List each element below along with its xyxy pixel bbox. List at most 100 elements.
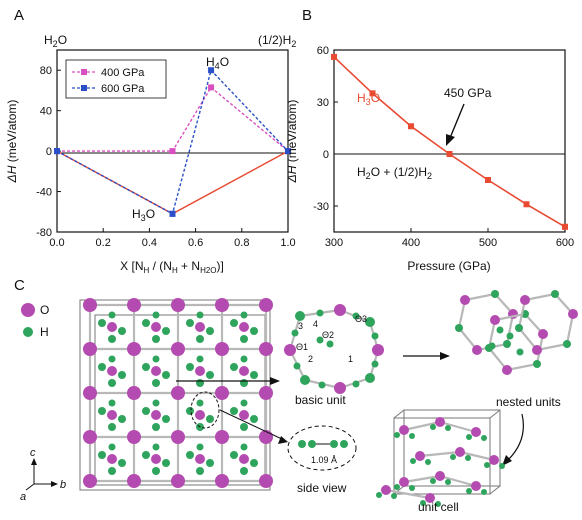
- o-atom: [83, 430, 97, 444]
- o-atom: [259, 474, 273, 488]
- chart-b-point: [562, 223, 568, 230]
- svg-text:Θ2: Θ2: [322, 330, 334, 340]
- chart-a-point: [54, 148, 60, 155]
- o-atom: [171, 386, 185, 400]
- o-atom: [107, 322, 117, 332]
- chart-b-point: [523, 201, 530, 208]
- chart-a-frame: [56, 49, 289, 233]
- chart-b-ytick-label: 30: [317, 97, 329, 109]
- legend-600-label: 600 GPa: [101, 83, 145, 95]
- arrow-to-unit-cell: [507, 413, 524, 461]
- svg-text:Θ3: Θ3: [355, 314, 367, 324]
- h-atom-legend-marker: [23, 327, 33, 337]
- o-atom: [239, 410, 249, 420]
- chart-b-ytick-label: 0: [323, 149, 329, 161]
- chart-a-h4o-label: H4O: [206, 55, 229, 71]
- svg-text:1: 1: [348, 354, 353, 364]
- o-atom: [107, 410, 117, 420]
- o-atom: [127, 474, 141, 488]
- o-atom: [127, 298, 141, 312]
- chart-a-ytick-label: 80: [40, 65, 52, 77]
- o-atom-legend-label: O: [40, 303, 49, 317]
- o-atom: [259, 386, 273, 400]
- o-atom: [107, 454, 117, 464]
- o-atom: [171, 474, 185, 488]
- chart-b-xtick-label: 600: [556, 237, 574, 249]
- chart-b-series-label: H3O: [357, 91, 380, 107]
- o-atom: [171, 430, 185, 444]
- o-atom: [215, 298, 229, 312]
- basic-unit-caption: basic unit: [295, 393, 346, 407]
- o-atom: [151, 454, 161, 464]
- chart-a-ylabel: ΔH (meV/atom): [5, 100, 19, 184]
- chart-a-xtick-label: 0.2: [96, 237, 111, 249]
- chart-a-h3o-label: H3O: [132, 207, 155, 223]
- legend-600-marker: [81, 85, 87, 91]
- side-view-caption: side view: [297, 481, 347, 495]
- nested-units-structure: [455, 290, 578, 375]
- o-atom: [215, 386, 229, 400]
- chart-a-legend: 400 GPa 600 GPa: [65, 59, 167, 99]
- chart-b-xtick-label: 400: [402, 237, 420, 249]
- panel-b-label: B: [302, 7, 312, 24]
- chart-b-ytick-label: -30: [313, 201, 329, 213]
- side-view-pointer: [219, 409, 285, 441]
- o-atom-legend-marker: [21, 303, 35, 317]
- chart-a-xlabel: X [NH / (NH + NH2O)]: [120, 259, 224, 275]
- panel-c-label: C: [14, 277, 25, 294]
- o-atom: [259, 298, 273, 312]
- o-atom: [83, 298, 97, 312]
- svg-text:3: 3: [298, 321, 303, 331]
- chart-b-point: [485, 177, 491, 183]
- o-atom: [195, 322, 205, 332]
- o-atom: [171, 298, 185, 312]
- unit-cell-structure: [376, 409, 505, 507]
- svg-text:4: 4: [313, 319, 318, 329]
- chart-a-corner-left: H2O: [44, 33, 67, 49]
- chart-b-xtick-label: 500: [479, 237, 497, 249]
- o-atom: [83, 474, 97, 488]
- o-atom: [215, 342, 229, 356]
- chart-a-ytick-label: -80: [36, 227, 52, 239]
- unit-cell-caption: unit cell: [418, 500, 459, 514]
- chart-b-transition-arrow: [449, 103, 465, 139]
- chart-b-frame: [333, 49, 566, 233]
- chart-a-series: [54, 67, 291, 217]
- o-atom: [83, 386, 97, 400]
- chart-a-series-line: [56, 150, 289, 215]
- side-view-circle: [287, 425, 357, 471]
- o-atom: [215, 430, 229, 444]
- nested-units-caption: nested units: [496, 395, 561, 409]
- basic-unit-atom: [334, 382, 346, 394]
- o-atom: [171, 342, 185, 356]
- legend-400-marker: [81, 69, 87, 75]
- chart-b-xlabel: Pressure (GPa): [407, 259, 490, 273]
- o-atom: [151, 366, 161, 376]
- chart-a-ytick-label: -40: [36, 187, 52, 199]
- basic-unit-atom: [300, 375, 310, 385]
- chart-a-point: [169, 210, 176, 217]
- chart-a-xtick-label: 1.0: [280, 237, 295, 249]
- axis-c-label: c: [30, 447, 36, 459]
- chart-a-xtick-label: 0.4: [142, 237, 157, 249]
- o-atom: [239, 454, 249, 464]
- chart-b-arrowhead: [446, 134, 455, 146]
- chart-a-xtick-label: 0.8: [234, 237, 249, 249]
- o-atom: [215, 474, 229, 488]
- chart-a: 0.0 0.2 0.4 0.6 0.8 1.0 -80 -40 0 40 80 H2O (1/2)H…: [5, 33, 296, 275]
- o-atom: [127, 386, 141, 400]
- o-atom: [127, 430, 141, 444]
- chart-a-series-line: [56, 68, 289, 215]
- chart-b-point: [446, 151, 453, 157]
- svg-text:Θ1: Θ1: [296, 342, 308, 352]
- o-atom: [239, 366, 249, 376]
- side-view-highlight: [190, 391, 220, 429]
- chart-a-point: [285, 148, 291, 155]
- o-atom: [195, 454, 205, 464]
- chart-b-xtick-label: 300: [325, 237, 343, 249]
- basic-unit-structure: [284, 304, 384, 394]
- chart-a-point: [208, 67, 215, 74]
- o-atom: [107, 366, 117, 376]
